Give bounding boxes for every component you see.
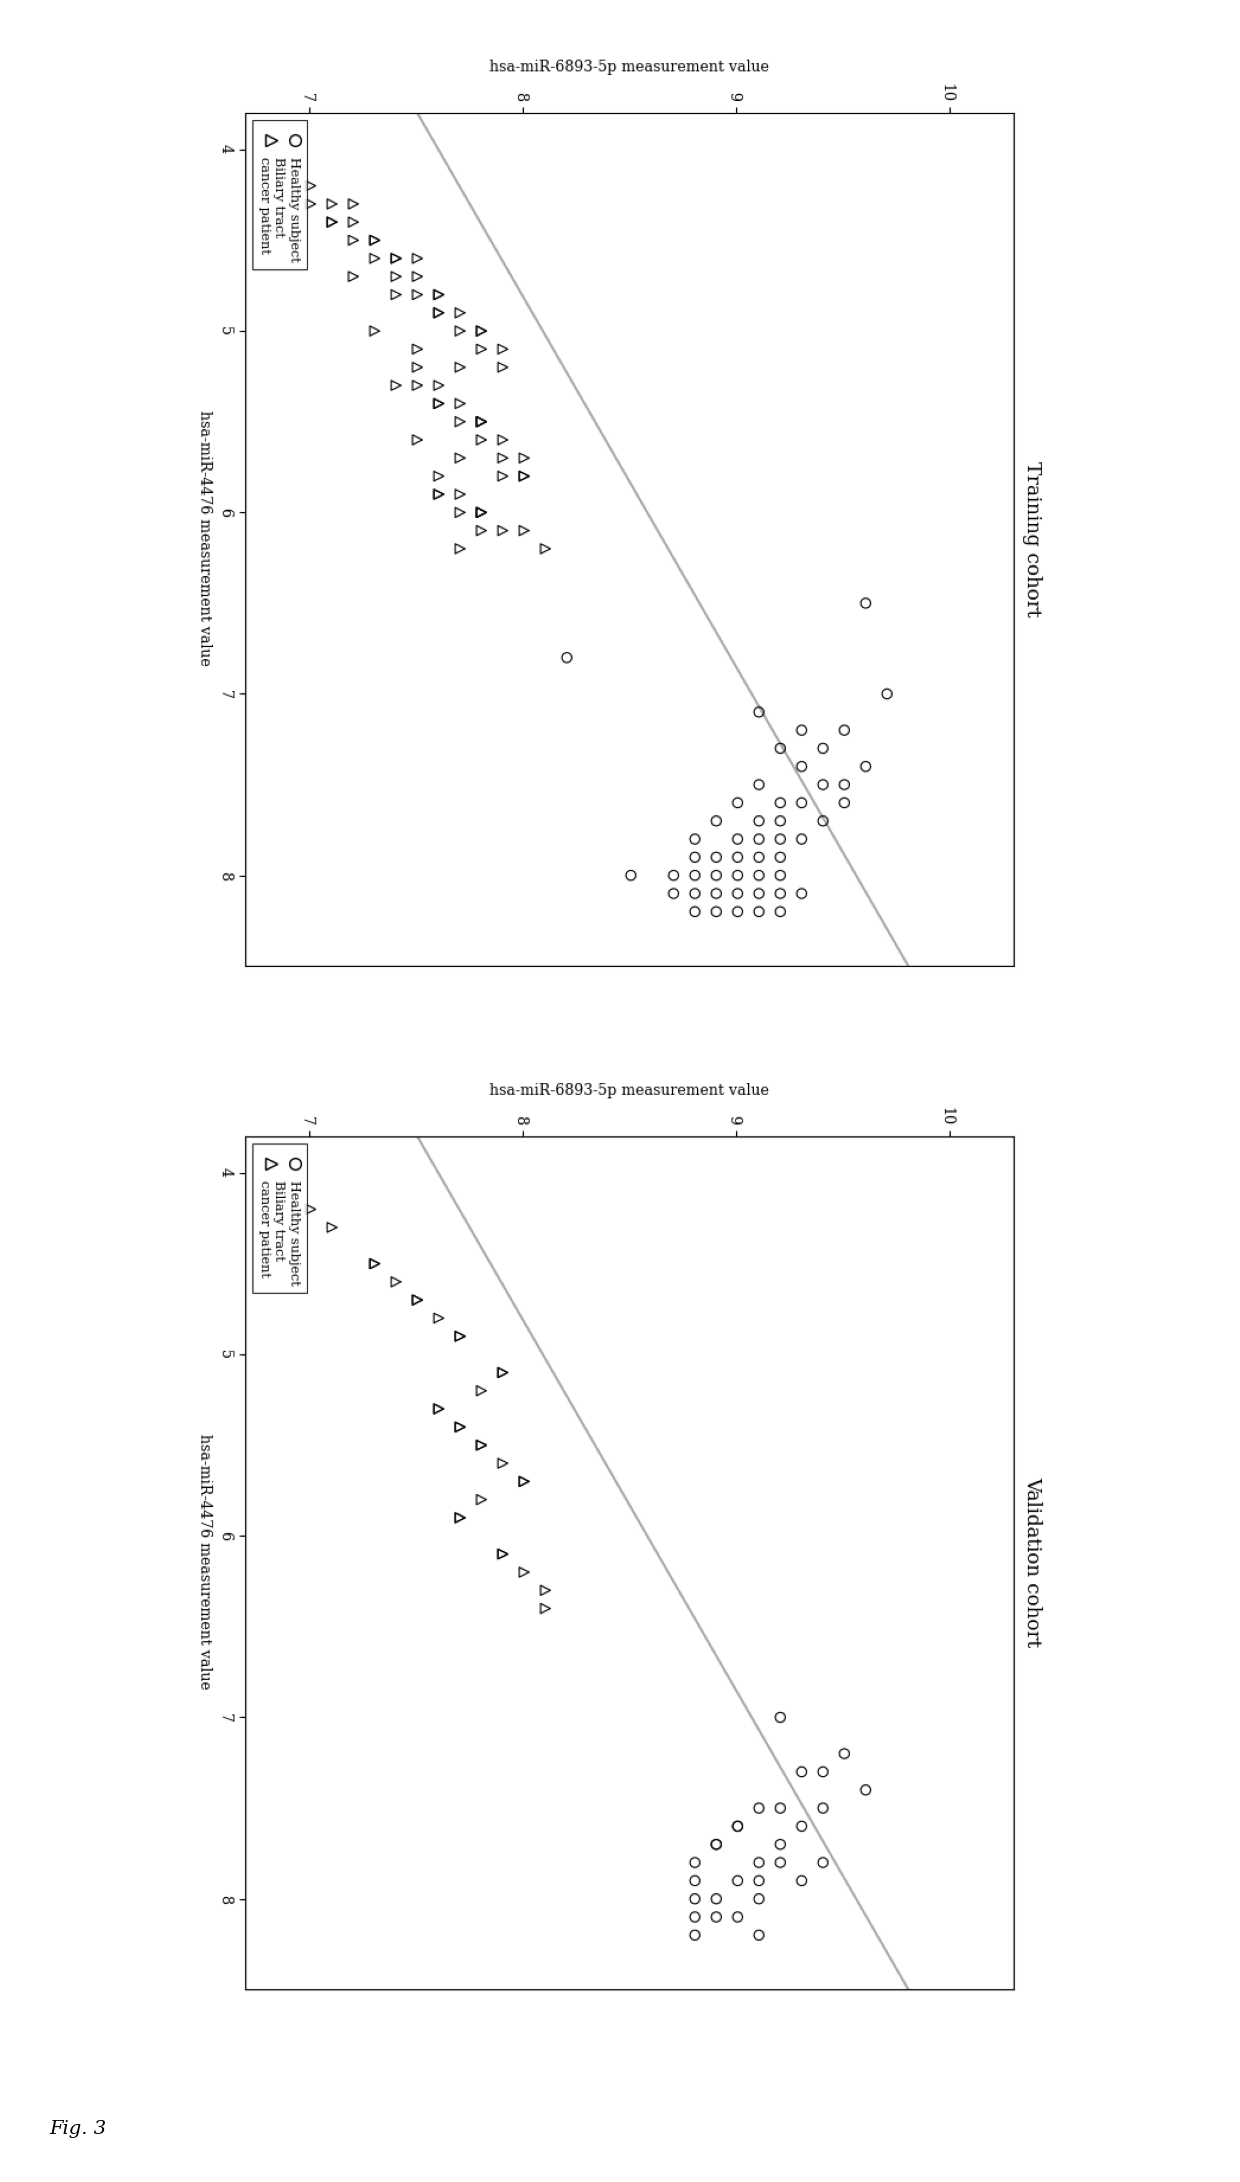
- Text: Fig. 3: Fig. 3: [50, 2121, 107, 2138]
